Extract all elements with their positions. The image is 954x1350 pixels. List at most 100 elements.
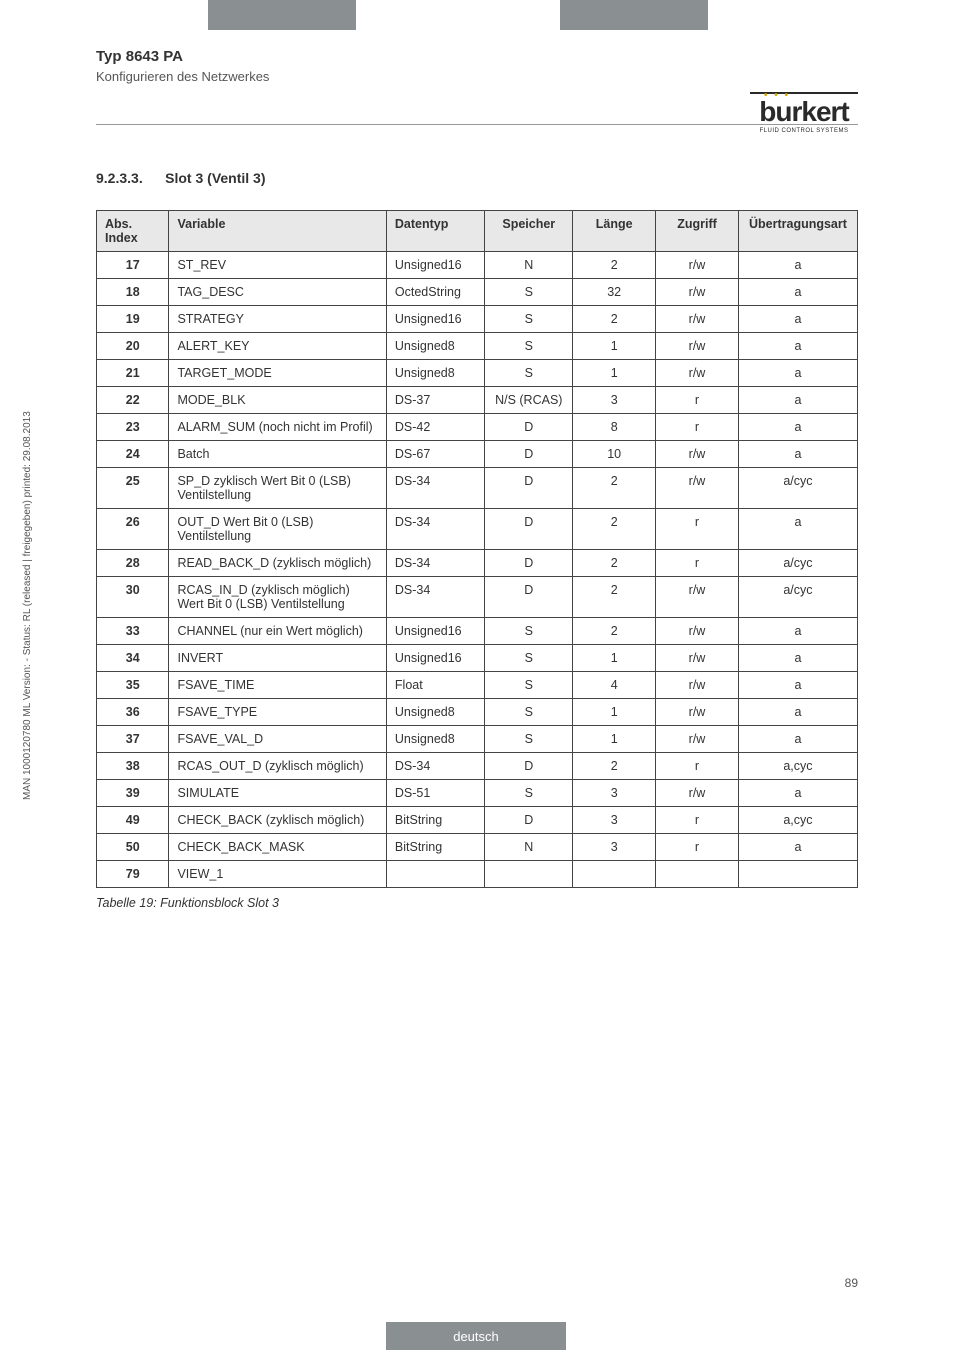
table-row: 23ALARM_SUM (noch nicht im Profil)DS-42D… [97, 414, 858, 441]
cell-datentyp: DS-51 [386, 780, 484, 807]
cell-laenge: 2 [573, 753, 656, 780]
cell-variable: ALARM_SUM (noch nicht im Profil) [169, 414, 386, 441]
cell-variable: FSAVE_TIME [169, 672, 386, 699]
cell-uebertragung: a [738, 509, 857, 550]
cell-index: 36 [97, 699, 169, 726]
cell-variable: READ_BACK_D (zyklisch möglich) [169, 550, 386, 577]
slot3-table: Abs. Index Variable Datentyp Speicher Lä… [96, 210, 858, 888]
cell-zugriff: r [656, 414, 739, 441]
cell-speicher [485, 861, 573, 888]
cell-index: 18 [97, 279, 169, 306]
cell-datentyp: OctedString [386, 279, 484, 306]
cell-zugriff: r/w [656, 577, 739, 618]
table-header-row: Abs. Index Variable Datentyp Speicher Lä… [97, 211, 858, 252]
cell-speicher: S [485, 333, 573, 360]
cell-variable: RCAS_OUT_D (zyklisch möglich) [169, 753, 386, 780]
cell-variable: SP_D zyklisch Wert Bit 0 (LSB) Ventilste… [169, 468, 386, 509]
cell-speicher: D [485, 753, 573, 780]
cell-index: 50 [97, 834, 169, 861]
cell-datentyp: DS-67 [386, 441, 484, 468]
cell-speicher: D [485, 807, 573, 834]
cell-laenge: 2 [573, 550, 656, 577]
doc-type: Typ 8643 PA [96, 48, 183, 65]
cell-speicher: S [485, 699, 573, 726]
cell-index: 30 [97, 577, 169, 618]
cell-datentyp: BitString [386, 807, 484, 834]
th-index: Abs. Index [97, 211, 169, 252]
cell-datentyp: Unsigned16 [386, 645, 484, 672]
table-row: 20ALERT_KEYUnsigned8S1r/wa [97, 333, 858, 360]
cell-uebertragung: a [738, 387, 857, 414]
cell-laenge: 2 [573, 618, 656, 645]
cell-laenge: 1 [573, 699, 656, 726]
table-row: 34INVERTUnsigned16S1r/wa [97, 645, 858, 672]
section-heading: 9.2.3.3. Slot 3 (Ventil 3) [96, 170, 858, 188]
cell-datentyp [386, 861, 484, 888]
cell-zugriff: r/w [656, 360, 739, 387]
cell-uebertragung: a [738, 333, 857, 360]
cell-variable: CHECK_BACK_MASK [169, 834, 386, 861]
cell-zugriff: r [656, 387, 739, 414]
cell-uebertragung: a [738, 645, 857, 672]
cell-index: 37 [97, 726, 169, 753]
cell-zugriff: r/w [656, 441, 739, 468]
section-title: Slot 3 (Ventil 3) [165, 170, 265, 186]
table-body: 17ST_REVUnsigned16N2r/wa18TAG_DESCOctedS… [97, 252, 858, 888]
cell-laenge: 3 [573, 387, 656, 414]
cell-datentyp: Float [386, 672, 484, 699]
cell-uebertragung: a [738, 252, 857, 279]
cell-laenge: 1 [573, 360, 656, 387]
page-number: 89 [845, 1276, 858, 1290]
cell-zugriff: r [656, 807, 739, 834]
cell-zugriff: r/w [656, 645, 739, 672]
cell-index: 26 [97, 509, 169, 550]
cell-laenge: 2 [573, 509, 656, 550]
top-bar-1 [208, 0, 356, 30]
cell-index: 34 [97, 645, 169, 672]
footer-lang-tab: deutsch [386, 1322, 566, 1350]
cell-uebertragung: a [738, 780, 857, 807]
cell-laenge: 32 [573, 279, 656, 306]
cell-datentyp: Unsigned8 [386, 699, 484, 726]
cell-zugriff: r/w [656, 468, 739, 509]
cell-laenge: 2 [573, 306, 656, 333]
cell-datentyp: DS-42 [386, 414, 484, 441]
cell-index: 17 [97, 252, 169, 279]
doc-subtitle: Konfigurieren des Netzwerkes [96, 69, 269, 84]
th-laenge: Länge [573, 211, 656, 252]
table-row: 26OUT_D Wert Bit 0 (LSB) VentilstellungD… [97, 509, 858, 550]
table-row: 19STRATEGYUnsigned16S2r/wa [97, 306, 858, 333]
cell-variable: INVERT [169, 645, 386, 672]
cell-datentyp: DS-34 [386, 550, 484, 577]
top-bars [0, 0, 954, 30]
cell-laenge: 3 [573, 780, 656, 807]
table-row: 21TARGET_MODEUnsigned8S1r/wa [97, 360, 858, 387]
cell-uebertragung: a/cyc [738, 550, 857, 577]
cell-speicher: S [485, 672, 573, 699]
table-row: 30RCAS_IN_D (zyklisch möglich) Wert Bit … [97, 577, 858, 618]
cell-laenge: 3 [573, 834, 656, 861]
cell-zugriff: r [656, 550, 739, 577]
cell-index: 39 [97, 780, 169, 807]
cell-speicher: S [485, 279, 573, 306]
header-left: Typ 8643 PA Konfigurieren des Netzwerkes [96, 48, 858, 84]
section-number: 9.2.3.3. [96, 170, 143, 186]
table-row: 22MODE_BLKDS-37N/S (RCAS)3ra [97, 387, 858, 414]
table-caption: Tabelle 19: Funktionsblock Slot 3 [96, 896, 858, 910]
cell-index: 79 [97, 861, 169, 888]
cell-variable: OUT_D Wert Bit 0 (LSB) Ventilstellung [169, 509, 386, 550]
th-uebertragung: Übertragungsart [738, 211, 857, 252]
side-meta-text: MAN 1000120780 ML Version: - Status: RL … [22, 411, 33, 800]
cell-index: 28 [97, 550, 169, 577]
cell-speicher: S [485, 780, 573, 807]
cell-laenge: 2 [573, 252, 656, 279]
brand-logo: • • • burkert FLUID CONTROL SYSTEMS [750, 92, 858, 134]
table-row: 33CHANNEL (nur ein Wert möglich)Unsigned… [97, 618, 858, 645]
cell-variable: Batch [169, 441, 386, 468]
cell-uebertragung: a [738, 306, 857, 333]
header: Typ 8643 PA Konfigurieren des Netzwerkes… [0, 48, 954, 84]
header-rule [96, 124, 858, 125]
cell-index: 23 [97, 414, 169, 441]
cell-index: 19 [97, 306, 169, 333]
table-row: 50CHECK_BACK_MASKBitStringN3ra [97, 834, 858, 861]
